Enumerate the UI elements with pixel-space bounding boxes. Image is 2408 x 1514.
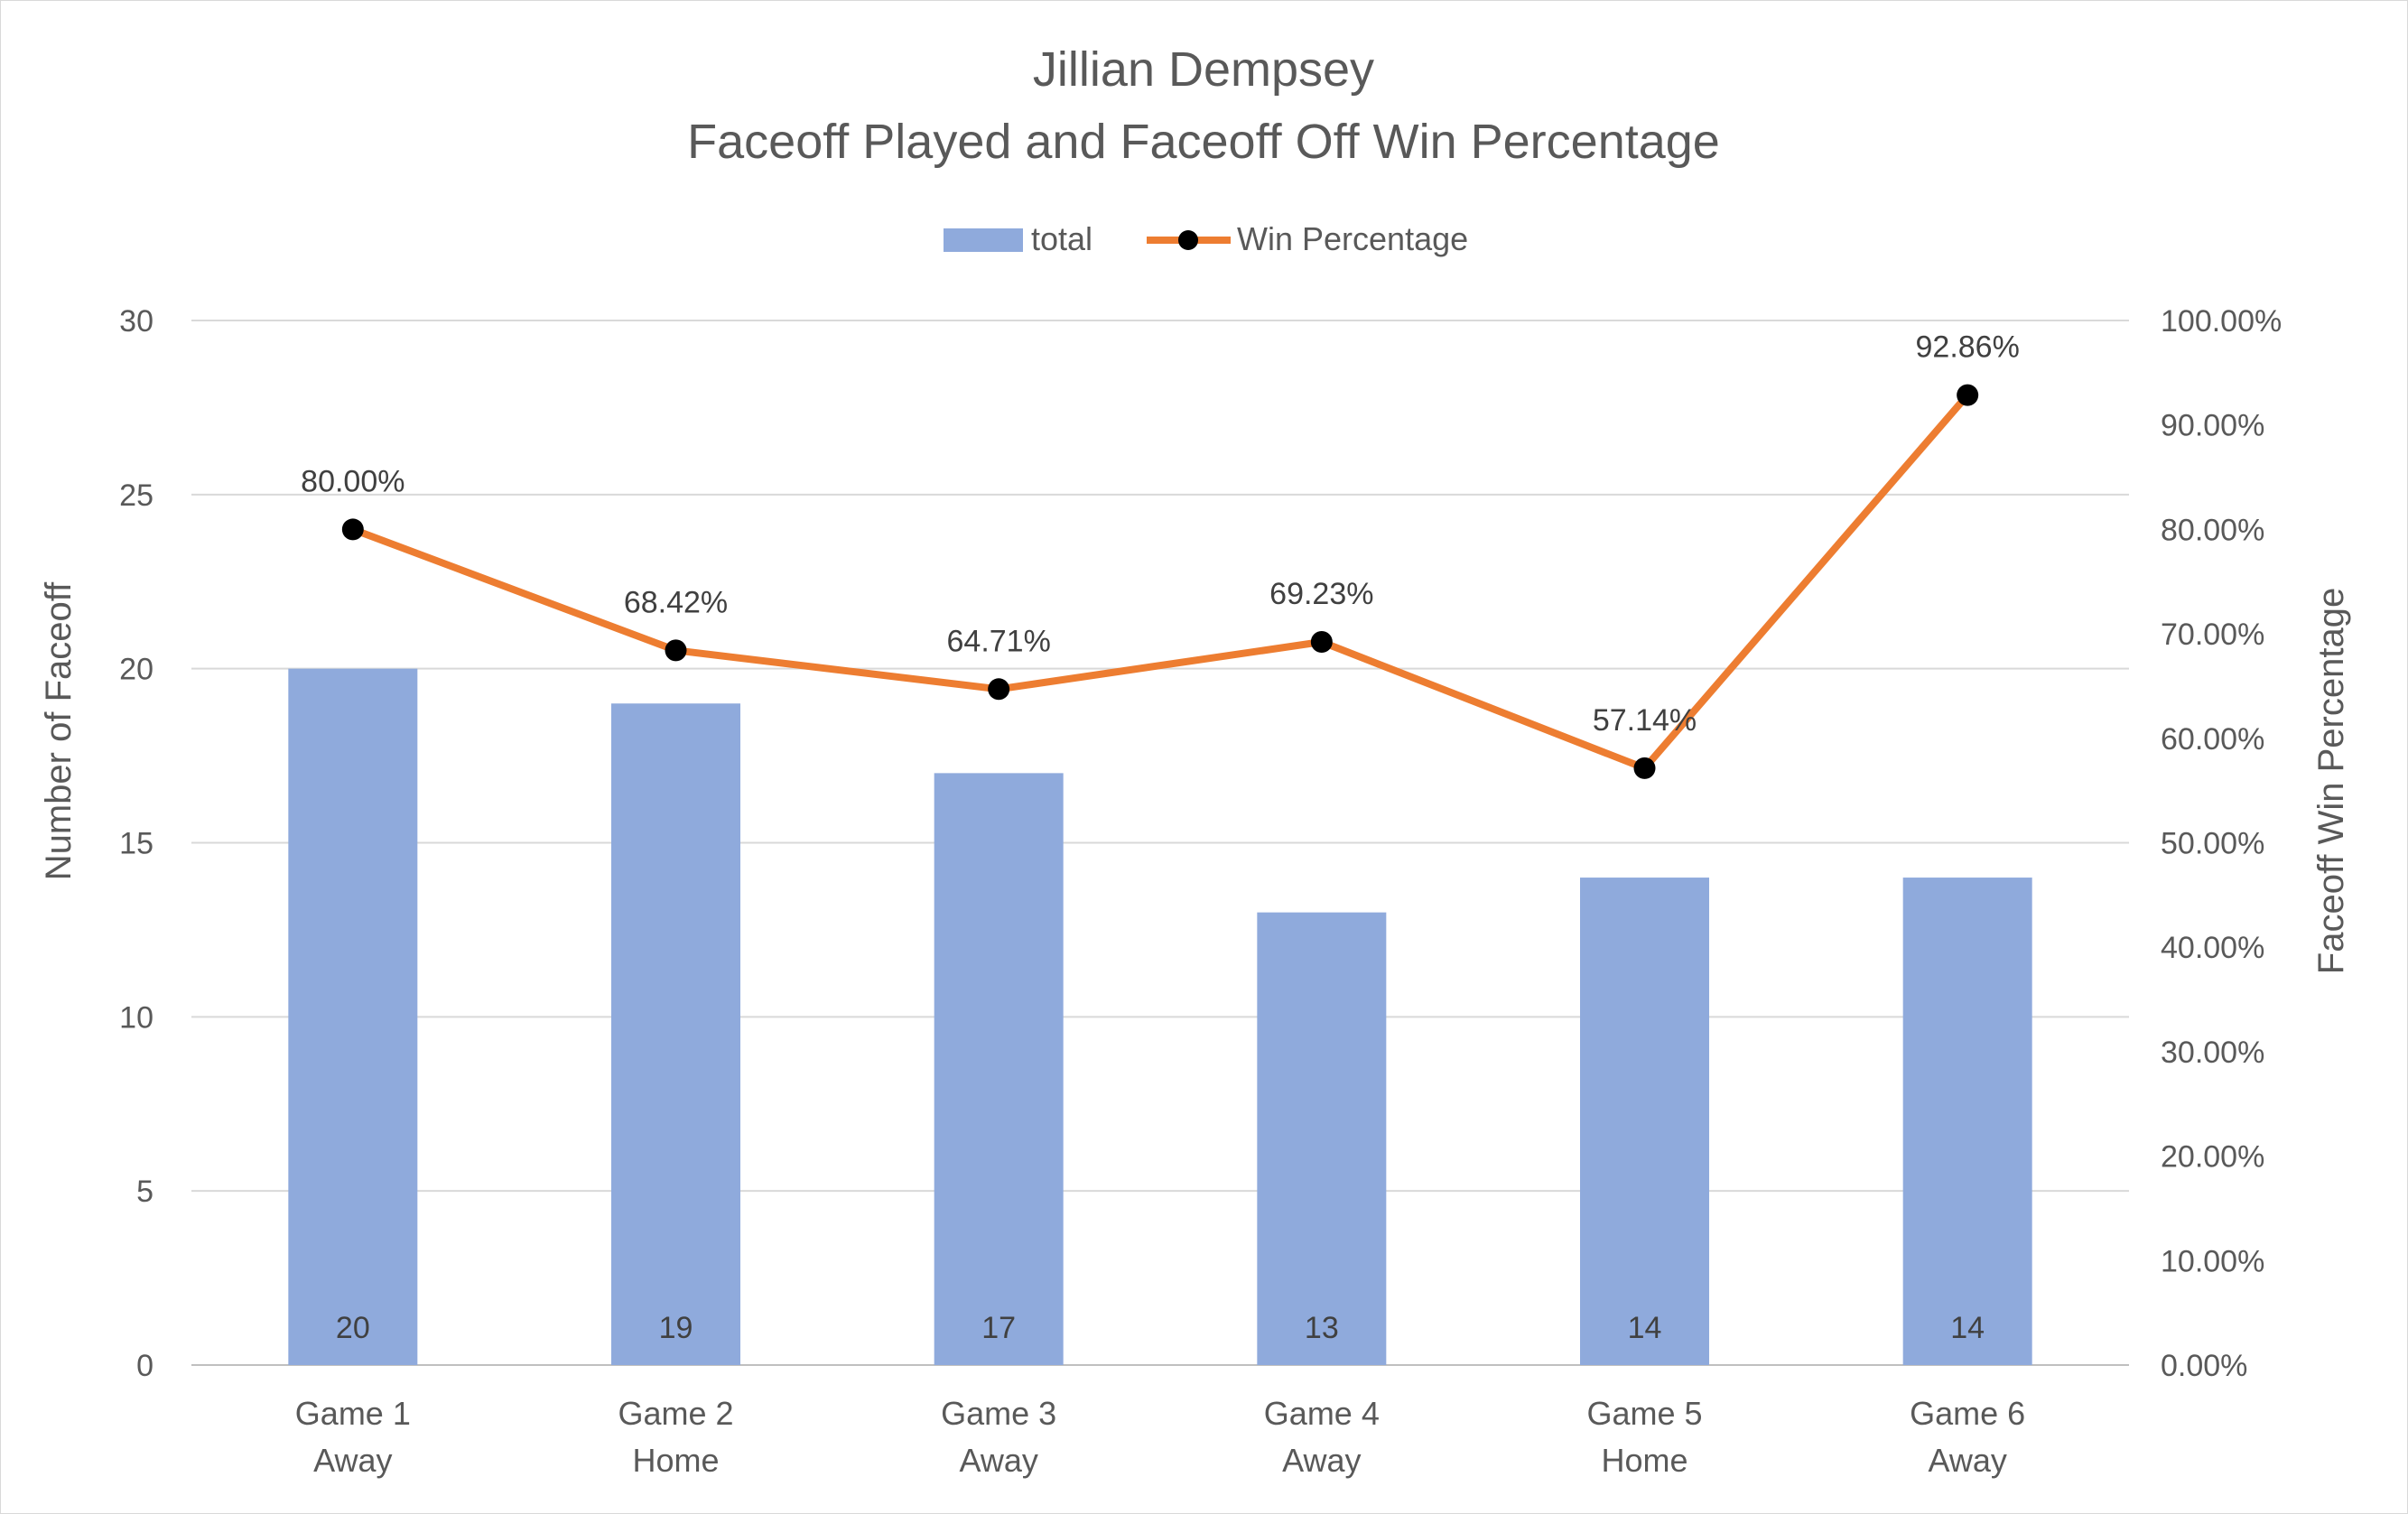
left-tick-label: 0 bbox=[136, 1349, 153, 1383]
right-axis-ticks: 0.00% 10.00% 20.00% 30.00% 40.00% 50.00% 60.00… bbox=[2161, 304, 2282, 1383]
left-tick-label: 15 bbox=[119, 827, 153, 861]
legend-swatch-total bbox=[944, 228, 1023, 252]
bar-data-label: 17 bbox=[981, 1311, 1016, 1345]
category-label: Game 6 bbox=[1910, 1395, 2025, 1432]
legend-label-win-percentage: Win Percentage bbox=[1237, 220, 1468, 257]
right-tick-label: 90.00% bbox=[2161, 409, 2264, 443]
right-tick-label: 70.00% bbox=[2161, 618, 2264, 652]
bar bbox=[611, 703, 740, 1365]
x-axis-category-labels: Game 1 Away Game 2 Home Game 3 Away Game 4 Away… bbox=[295, 1395, 2025, 1479]
chart-title: Jillian Dempsey Faceoff Played and Faceo… bbox=[687, 42, 1720, 169]
right-axis-title: Faceoff Win Percentage bbox=[2311, 588, 2351, 974]
bar-data-label: 20 bbox=[336, 1311, 370, 1345]
bar bbox=[288, 668, 418, 1365]
chart-title-line-1: Jillian Dempsey bbox=[1033, 42, 1374, 97]
right-tick-label: 80.00% bbox=[2161, 513, 2264, 547]
right-tick-label: 60.00% bbox=[2161, 722, 2264, 757]
right-tick-label: 30.00% bbox=[2161, 1036, 2264, 1070]
bar-data-label: 19 bbox=[659, 1311, 693, 1345]
win-percentage-marker bbox=[988, 678, 1010, 701]
bar bbox=[934, 773, 1064, 1365]
category-label: Home bbox=[632, 1442, 719, 1479]
right-tick-label: 100.00% bbox=[2161, 304, 2282, 339]
win-percentage-marker bbox=[341, 518, 364, 541]
category-label: Game 4 bbox=[1264, 1395, 1380, 1432]
line-data-label: 68.42% bbox=[624, 585, 728, 619]
category-label: Away bbox=[1282, 1442, 1361, 1479]
bar bbox=[1257, 912, 1387, 1365]
win-percentage-marker bbox=[665, 639, 687, 662]
line-data-label: 64.71% bbox=[947, 624, 1051, 658]
legend-label-total: total bbox=[1031, 220, 1092, 257]
line-data-label: 92.86% bbox=[1916, 330, 2020, 365]
bar bbox=[1902, 878, 2032, 1365]
bar-data-label: 14 bbox=[1950, 1311, 1985, 1345]
line-data-labels: 80.00% 68.42% 64.71% 69.23% 57.14% 92.86% bbox=[301, 330, 2020, 738]
win-percentage-marker bbox=[1633, 757, 1656, 779]
chart-title-line-2: Faceoff Played and Faceoff Off Win Perce… bbox=[687, 115, 1720, 169]
win-percentage-marker bbox=[1957, 384, 1979, 406]
bars bbox=[288, 668, 2032, 1365]
left-axis-title: Number of Faceoff bbox=[39, 581, 79, 880]
left-tick-label: 5 bbox=[136, 1175, 153, 1209]
bar bbox=[1580, 878, 1709, 1365]
win-percentage-series bbox=[341, 384, 1979, 779]
left-tick-label: 20 bbox=[119, 653, 153, 687]
win-percentage-marker bbox=[1310, 631, 1333, 654]
legend-swatch-win-percentage-marker bbox=[1178, 230, 1198, 250]
category-label: Game 5 bbox=[1586, 1395, 1702, 1432]
bar-data-label: 14 bbox=[1628, 1311, 1662, 1345]
right-tick-label: 20.00% bbox=[2161, 1140, 2264, 1175]
right-tick-label: 0.00% bbox=[2161, 1349, 2247, 1383]
win-percentage-line bbox=[351, 392, 1971, 772]
right-tick-label: 10.00% bbox=[2161, 1244, 2264, 1278]
category-label: Away bbox=[959, 1442, 1037, 1479]
line-data-label: 80.00% bbox=[301, 464, 404, 498]
category-label: Away bbox=[1928, 1442, 2006, 1479]
right-tick-label: 50.00% bbox=[2161, 827, 2264, 861]
right-tick-label: 40.00% bbox=[2161, 931, 2264, 965]
category-label: Game 1 bbox=[295, 1395, 411, 1432]
category-label: Game 2 bbox=[618, 1395, 733, 1432]
left-tick-label: 30 bbox=[119, 304, 153, 339]
line-data-label: 69.23% bbox=[1269, 577, 1373, 611]
gridlines bbox=[191, 320, 2129, 1366]
legend: total Win Percentage bbox=[944, 220, 1468, 257]
bar-data-labels: 20 19 17 13 14 14 bbox=[336, 1311, 1985, 1345]
category-label: Home bbox=[1601, 1442, 1687, 1479]
left-tick-label: 10 bbox=[119, 1000, 153, 1035]
left-axis-ticks: 0 5 10 15 20 25 30 bbox=[119, 304, 153, 1383]
category-label: Game 3 bbox=[941, 1395, 1056, 1432]
left-tick-label: 25 bbox=[119, 478, 153, 513]
bar-data-label: 13 bbox=[1305, 1311, 1339, 1345]
category-label: Away bbox=[313, 1442, 392, 1479]
line-data-label: 57.14% bbox=[1593, 703, 1697, 738]
